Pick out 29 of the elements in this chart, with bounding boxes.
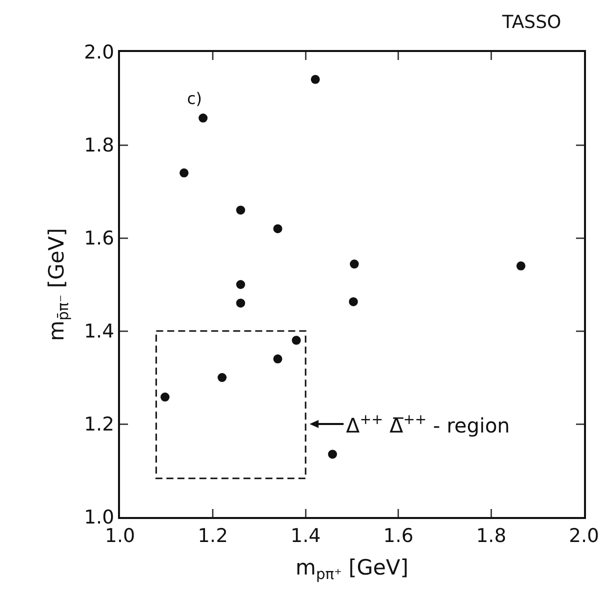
- point: [236, 206, 246, 215]
- point: [180, 168, 189, 178]
- x-tick-label: 1.4: [290, 524, 321, 547]
- point: [350, 260, 359, 269]
- x-axis-title: m$_{pπ⁺}$ [GeV]: [295, 556, 409, 583]
- annotation: Δ$^{++}$ Δ̅$^{++}$ - region: [346, 412, 510, 438]
- point: [273, 354, 282, 364]
- y-tick-label: 1.2: [84, 414, 114, 436]
- x-tick-label: 1.2: [198, 524, 228, 547]
- chart-title: TASSO: [501, 12, 562, 33]
- y-tick-label: 1.8: [84, 134, 114, 157]
- point: [160, 392, 170, 402]
- x-tick-label: 2.0: [568, 524, 600, 547]
- point: [348, 297, 358, 306]
- y-tick-label: 1.4: [84, 320, 114, 343]
- point: [236, 298, 246, 308]
- point: [236, 280, 246, 289]
- point: [218, 373, 227, 382]
- point: [292, 336, 301, 345]
- x-tick-label: 1.6: [383, 524, 414, 547]
- point: [310, 74, 320, 84]
- point: [198, 114, 208, 123]
- point: [516, 261, 526, 270]
- point: [328, 450, 338, 459]
- point: [273, 224, 282, 234]
- y-tick-label: 2.0: [84, 42, 114, 64]
- annotation: c): [187, 89, 202, 108]
- x-tick-label: 1.8: [476, 524, 506, 547]
- y-tick-label: 1.6: [84, 228, 114, 250]
